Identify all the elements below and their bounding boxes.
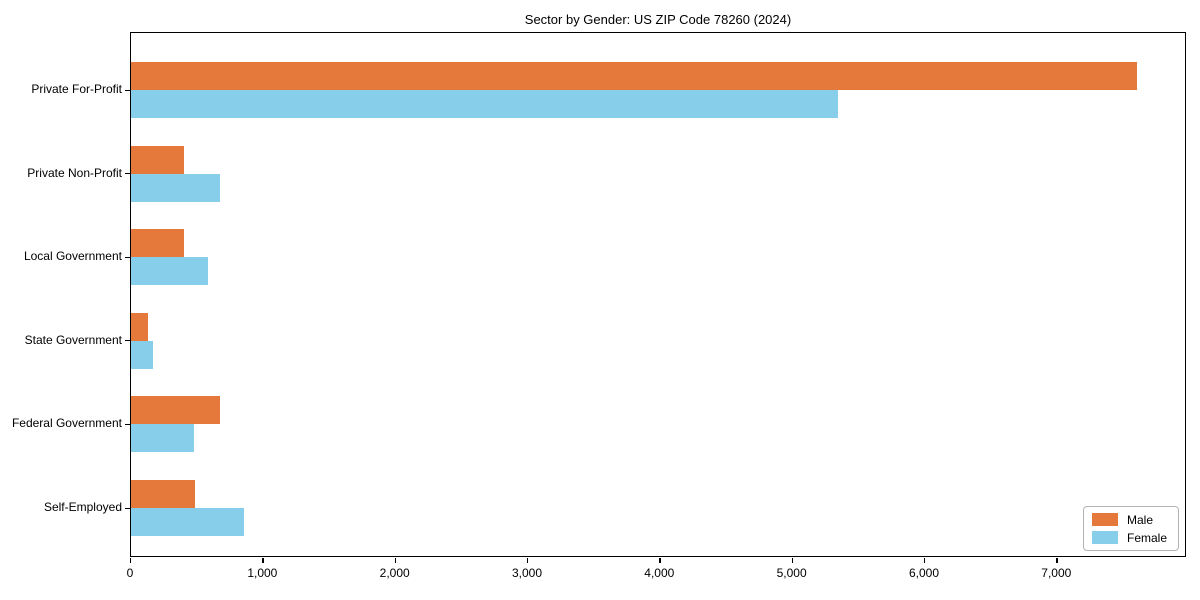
legend-item-female: Female bbox=[1091, 530, 1167, 545]
x-tick-label: 4,000 bbox=[644, 566, 675, 580]
chart-title: Sector by Gender: US ZIP Code 78260 (202… bbox=[524, 12, 792, 27]
male-series-swatch bbox=[1091, 513, 1118, 526]
x-tick-mark bbox=[1056, 558, 1058, 563]
plot-area: Male Female bbox=[125, 32, 1186, 557]
bar-male-1 bbox=[131, 62, 1137, 90]
x-tick-label: 2,000 bbox=[379, 566, 410, 580]
x-tick-label: 6,000 bbox=[908, 566, 939, 580]
x-tick-label: 0 bbox=[126, 566, 134, 580]
legend-label-male: Male bbox=[1126, 512, 1153, 527]
x-tick-mark bbox=[791, 558, 793, 563]
bar-male-2 bbox=[131, 145, 184, 174]
x-tick-mark bbox=[262, 558, 264, 563]
x-tick-mark bbox=[526, 558, 529, 563]
bar-male-5 bbox=[131, 396, 220, 425]
female-series-swatch bbox=[1091, 531, 1118, 544]
x-tick-mark bbox=[130, 558, 132, 563]
bar-female-4 bbox=[131, 340, 153, 369]
category-label: Private For-Profit bbox=[31, 82, 122, 96]
y-tick-mark bbox=[125, 89, 130, 91]
x-tick-label: 7,000 bbox=[1041, 566, 1072, 580]
bar-female-2 bbox=[131, 173, 220, 202]
bar-female-5 bbox=[131, 424, 194, 453]
y-tick-mark bbox=[125, 173, 130, 175]
legend-item-male: Male bbox=[1091, 512, 1167, 527]
category-label: Self-Employed bbox=[43, 500, 122, 514]
category-label: Federal Government bbox=[11, 416, 122, 431]
category-label: Private Non-Profit bbox=[27, 165, 122, 180]
bar-male-3 bbox=[131, 229, 184, 258]
x-tick-mark bbox=[923, 558, 926, 563]
category-label: State Government bbox=[24, 332, 122, 347]
legend: Male Female bbox=[1082, 506, 1179, 551]
legend-label-female: Female bbox=[1126, 530, 1167, 545]
bar-male-6 bbox=[131, 480, 195, 508]
bar-male-4 bbox=[131, 312, 149, 341]
bar-female-3 bbox=[131, 257, 208, 286]
category-label: Local Government bbox=[23, 249, 122, 264]
bar-female-6 bbox=[131, 508, 245, 536]
x-tick-label: 3,000 bbox=[511, 566, 542, 580]
x-tick-label: 5,000 bbox=[776, 566, 807, 580]
y-tick-mark bbox=[125, 256, 130, 258]
x-tick-mark bbox=[659, 558, 661, 563]
x-tick-mark bbox=[394, 558, 396, 563]
x-tick-label: 1,000 bbox=[247, 566, 278, 580]
y-tick-mark bbox=[125, 423, 130, 426]
y-tick-mark bbox=[125, 340, 130, 342]
y-tick-mark bbox=[125, 507, 130, 509]
bar-female-1 bbox=[131, 90, 838, 118]
